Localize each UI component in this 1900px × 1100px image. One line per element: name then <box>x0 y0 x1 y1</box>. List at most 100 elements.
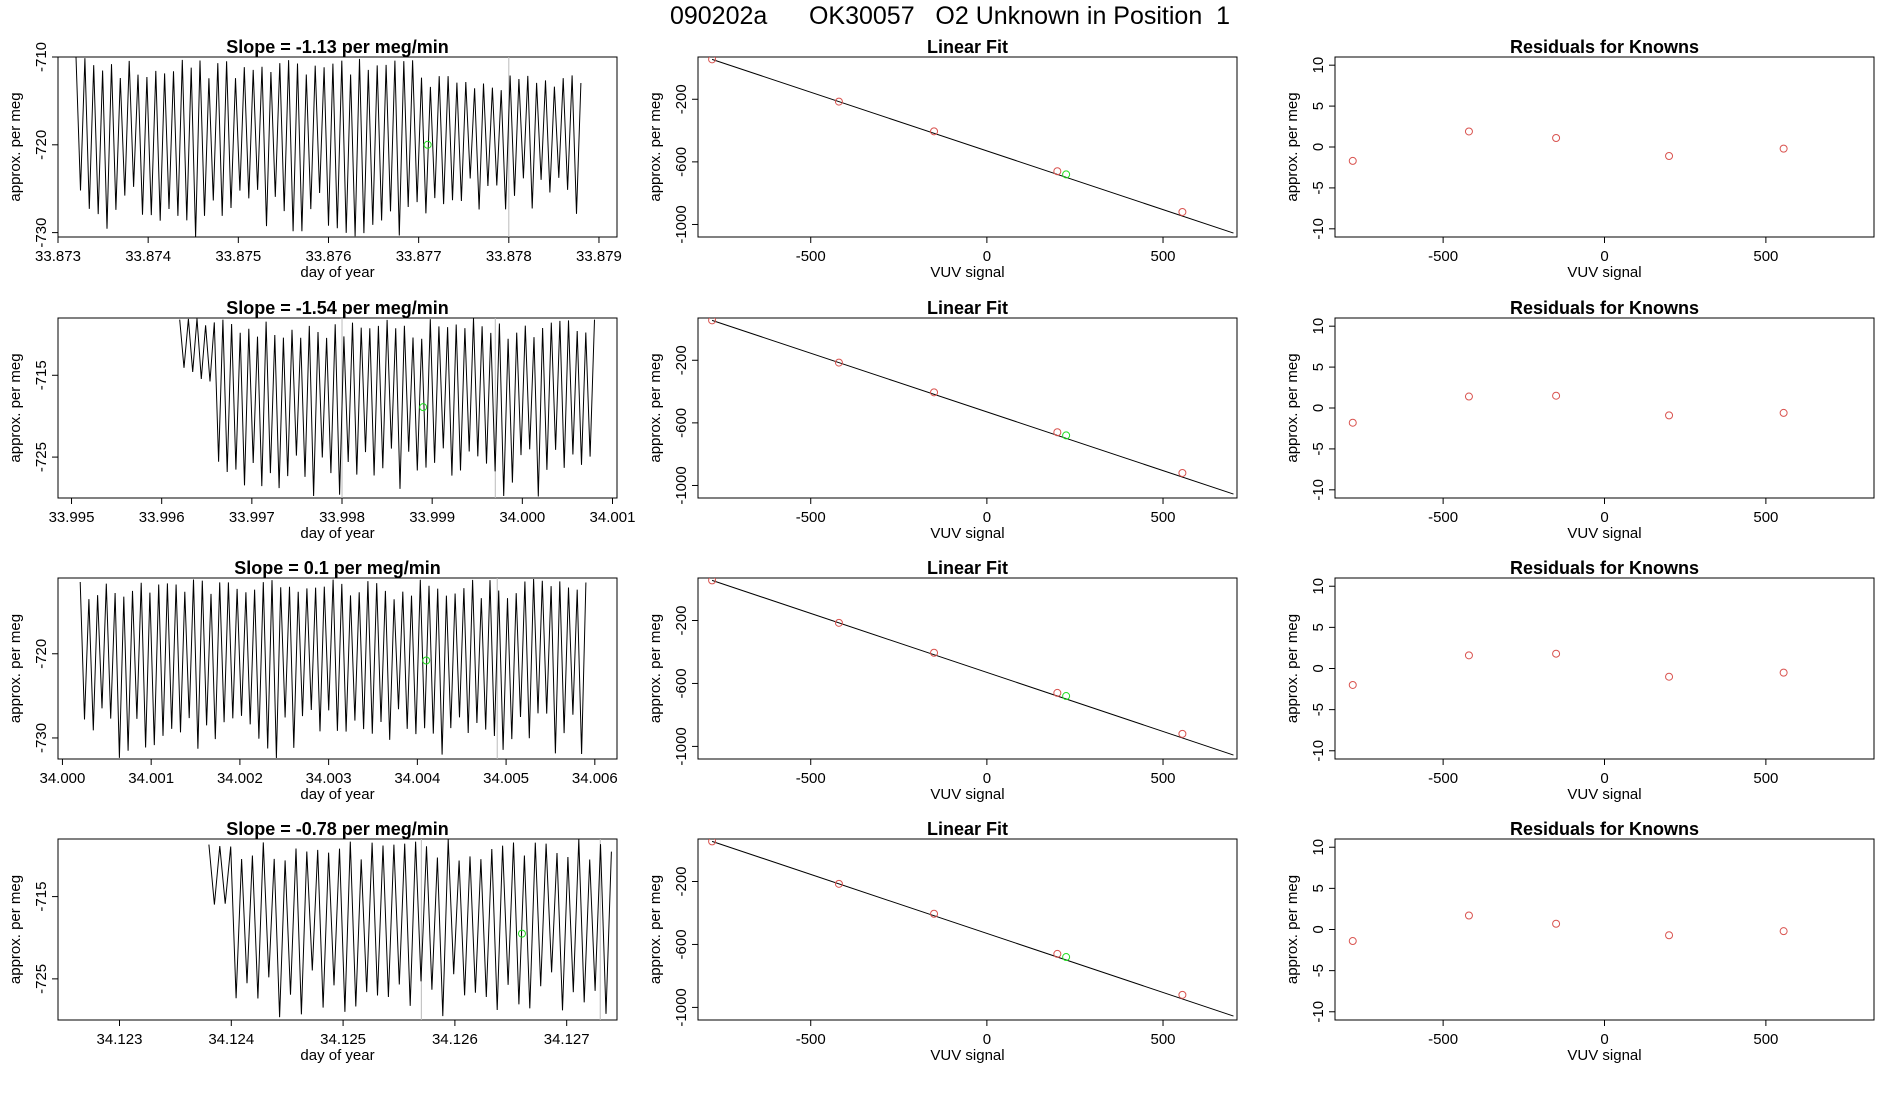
known-point <box>1665 672 1674 681</box>
y-axis-label: approx. per meg <box>7 92 24 201</box>
plot-area <box>1348 127 1788 165</box>
plot-frame <box>697 838 1238 1021</box>
x-tick-label: 0 <box>1600 1031 1608 1048</box>
y-tick-label: -730 <box>33 723 50 753</box>
x-axis-label: VUV signal <box>1567 264 1641 281</box>
y-tick-label: 10 <box>1310 318 1327 335</box>
panel-3-2: Residuals for Knowns -500 0 500 VUV signal 10… <box>1284 819 1875 1064</box>
x-tick-label: 34.126 <box>432 1031 478 1048</box>
known-point <box>1464 651 1473 660</box>
y-tick-label: -10 <box>1310 1001 1327 1023</box>
fit-line <box>711 319 1234 495</box>
plot-frame <box>1334 838 1875 1021</box>
known-point <box>1779 408 1788 417</box>
plot-title: Linear Fit <box>927 298 1008 318</box>
y-axis-label: approx. per meg <box>7 875 24 984</box>
known-point <box>1464 911 1473 920</box>
y-axis-label: approx. per meg <box>7 614 24 723</box>
y-axis-label: approx. per meg <box>647 875 664 984</box>
plot-area <box>1348 911 1788 946</box>
y-tick-label: -5 <box>1310 442 1327 455</box>
plot-title: Linear Fit <box>927 558 1008 578</box>
known-point <box>1348 418 1357 427</box>
x-tick-label: 500 <box>1151 509 1176 526</box>
x-tick-label: 34.124 <box>208 1031 254 1048</box>
x-tick-label: 33.879 <box>576 248 622 265</box>
known-point <box>1665 152 1674 160</box>
known-point <box>930 648 939 657</box>
y-tick-label: -1000 <box>673 988 690 1026</box>
x-tick-label: 34.127 <box>544 1031 590 1048</box>
y-tick-label: -600 <box>673 668 690 698</box>
known-point <box>708 57 717 64</box>
plot-frame <box>57 56 618 238</box>
fit-line <box>711 579 1234 756</box>
x-tick-label: 34.001 <box>128 770 174 787</box>
plot-frame <box>1334 577 1875 760</box>
known-point <box>834 618 843 627</box>
y-tick-label: -720 <box>33 130 50 160</box>
x-tick-label: 34.123 <box>97 1031 143 1048</box>
x-tick-label: -500 <box>1428 509 1458 526</box>
y-axis-label: approx. per meg <box>1284 92 1301 201</box>
plot-area <box>708 318 1234 495</box>
signal-trace <box>179 318 595 497</box>
x-tick-label: 34.000 <box>499 509 545 526</box>
known-point <box>708 318 717 325</box>
plot-frame <box>697 577 1238 760</box>
unknown-point-marker <box>517 929 526 938</box>
known-point <box>1779 144 1788 153</box>
y-tick-label: 0 <box>1310 404 1327 412</box>
panel-0-1: Linear Fit -500 0 500 VUV signal -200 -600 -100… <box>647 37 1238 281</box>
x-tick-label: 33.873 <box>35 248 81 265</box>
x-tick-label: 0 <box>983 1031 991 1048</box>
x-tick-label: 0 <box>983 248 991 265</box>
plot-area <box>708 578 1234 756</box>
panel-1-1: Linear Fit -500 0 500 VUV signal -200 -600 -100… <box>647 298 1238 542</box>
x-tick-label: 34.006 <box>572 770 618 787</box>
known-point <box>1464 392 1473 401</box>
plot-title: Slope = 0.1 per meg/min <box>234 558 441 578</box>
plot-area <box>708 839 1234 1017</box>
known-point <box>1178 729 1187 738</box>
plot-title: Slope = -1.54 per meg/min <box>226 298 449 318</box>
x-tick-label: 500 <box>1753 1031 1778 1048</box>
x-axis-label: day of year <box>300 264 374 281</box>
plot-frame <box>57 577 618 760</box>
plot-title: Linear Fit <box>927 819 1008 839</box>
known-point <box>1779 668 1788 677</box>
x-axis-label: VUV signal <box>930 264 1004 281</box>
known-point <box>1348 156 1357 165</box>
x-tick-label: 500 <box>1753 248 1778 265</box>
plot-title: Residuals for Knowns <box>1510 37 1699 57</box>
known-point <box>1053 688 1062 697</box>
x-tick-label: 33.874 <box>125 248 171 265</box>
known-point <box>1348 937 1357 946</box>
y-tick-label: 10 <box>1310 578 1327 595</box>
x-tick-label: -500 <box>796 509 826 526</box>
x-tick-label: 33.876 <box>306 248 352 265</box>
known-point <box>930 388 939 397</box>
plot-title: Residuals for Knowns <box>1510 819 1699 839</box>
y-tick-label: -725 <box>33 964 50 994</box>
panel-1-2: Residuals for Knowns -500 0 500 VUV signal 10… <box>1284 298 1875 542</box>
y-tick-label: -715 <box>33 882 50 912</box>
known-point <box>1053 428 1062 437</box>
known-point <box>1053 167 1062 176</box>
y-tick-label: -5 <box>1310 964 1327 977</box>
y-tick-label: -600 <box>673 147 690 177</box>
unknown-point <box>1062 170 1071 179</box>
plot-area <box>1348 391 1788 427</box>
x-tick-label: 34.000 <box>39 770 85 787</box>
plot-area <box>708 57 1234 234</box>
x-tick-label: 33.878 <box>486 248 532 265</box>
page-title: 090202a OK30057 O2 Unknown in Position 1 <box>669 2 1231 30</box>
x-tick-label: 33.999 <box>409 509 455 526</box>
y-tick-label: -200 <box>673 605 690 635</box>
y-axis-label: approx. per meg <box>647 92 664 201</box>
signal-trace <box>208 839 612 1018</box>
x-tick-label: -500 <box>796 770 826 787</box>
known-point <box>1552 134 1561 142</box>
known-point <box>1178 468 1187 477</box>
y-axis-label: approx. per meg <box>7 353 24 462</box>
